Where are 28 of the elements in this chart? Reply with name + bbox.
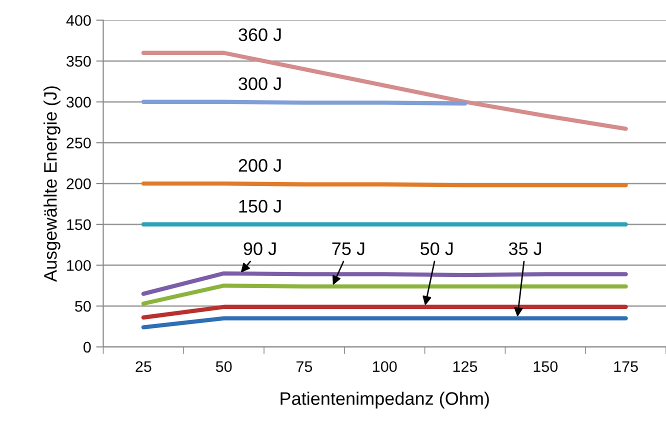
y-tick-label: 50 [75,300,91,312]
line-series [141,271,628,296]
series-label: 150 J [239,200,281,213]
series-label: 75 J [332,242,364,256]
y-tick-label: 250 [66,138,91,148]
y-axis-title: Ausgewählte Energie (J) [44,86,60,282]
x-tick-label: 125 [453,361,478,372]
x-tick-label: 75 [296,361,312,372]
text: 50 J [420,242,453,256]
series-label: 90 J [244,242,276,256]
y-tick-label: 0 [84,342,91,353]
x-axis-title: Patientenimpedanz (Ohm) [280,392,489,409]
series-label: 300 J [238,77,281,90]
x-tick-label: 100 [373,361,397,372]
y-tick-label: 350 [66,56,91,67]
y-tick-label: 400 [66,15,91,26]
line-series [141,50,628,131]
y-tick-label: 300 [66,96,91,108]
x-tick-label: 50 [216,361,232,372]
y-tick-label: 200 [66,178,91,190]
x-tick-label: 25 [136,361,152,372]
y-tick-label: 100 [67,260,91,271]
series-label: 200 J [238,159,281,172]
y-tick-label: 150 [67,219,91,230]
text: 35 J [508,242,542,256]
x-tick-label: 175 [614,361,638,372]
x-tick-label: 150 [534,361,558,372]
series-label: 360 J [238,28,281,42]
